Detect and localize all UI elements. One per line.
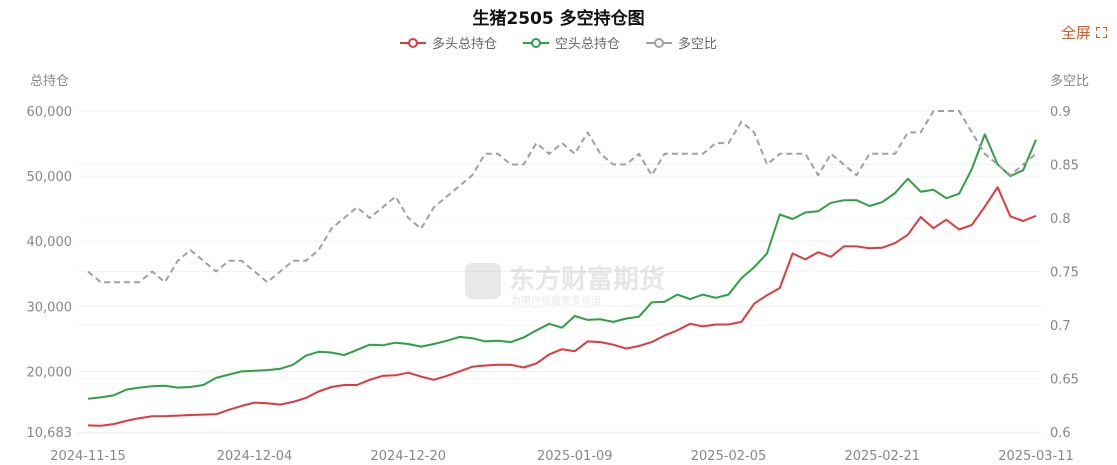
legend-item-short[interactable]: 空头总持仓 <box>522 33 620 52</box>
left-axis-name: 总持仓 <box>30 74 70 89</box>
right-axis-name: 多空比 <box>1050 74 1090 89</box>
legend-label: 空头总持仓 <box>554 37 620 52</box>
y-tick-left: 60,000 <box>27 105 73 120</box>
svg-text:东方财富期货: 东方财富期货 <box>509 264 665 295</box>
y-tick-right: 0.75 <box>1050 266 1079 281</box>
x-tick: 2024-12-04 <box>217 449 293 464</box>
series-line[interactable] <box>87 110 1037 284</box>
x-tick: 2025-02-05 <box>691 449 767 464</box>
y-tick-right: 0.9 <box>1050 105 1071 120</box>
x-tick: 2024-11-15 <box>50 449 126 464</box>
y-tick-right: 0.85 <box>1050 159 1079 174</box>
y-tick-left: 10,683 <box>27 426 73 441</box>
y-tick-right: 0.65 <box>1050 373 1079 388</box>
x-tick: 2025-02-21 <box>844 449 920 464</box>
legend-label: 多空比 <box>678 37 718 52</box>
chart-title: 生猪2505 多空持仓图 <box>472 9 645 29</box>
legend-item-long[interactable]: 多头总持仓 <box>399 33 497 52</box>
svg-text:为用户创造更多价值: 为用户创造更多价值 <box>511 294 601 307</box>
series-line[interactable] <box>87 186 1037 427</box>
y-tick-right: 0.8 <box>1050 212 1071 227</box>
fullscreen-icon <box>1096 27 1107 38</box>
legend: 多头总持仓 空头总持仓 多空比 <box>0 33 1117 52</box>
fullscreen-label: 全屏 <box>1060 24 1091 42</box>
legend-label: 多头总持仓 <box>431 37 497 52</box>
y-tick-right: 0.6 <box>1050 426 1071 441</box>
x-tick: 2025-03-11 <box>998 449 1074 464</box>
fullscreen-button[interactable]: 全屏 <box>1061 22 1107 43</box>
y-tick-left: 50,000 <box>27 170 73 185</box>
line-marker-icon <box>646 37 672 49</box>
series-line[interactable] <box>87 133 1037 400</box>
line-marker-icon <box>522 37 549 49</box>
legend-item-ratio[interactable]: 多空比 <box>646 33 717 52</box>
x-tick: 2024-12-20 <box>370 449 446 464</box>
x-tick: 2025-01-09 <box>537 449 613 464</box>
y-tick-right: 0.7 <box>1050 319 1071 334</box>
y-tick-left: 30,000 <box>27 300 73 315</box>
line-marker-icon <box>399 37 426 49</box>
y-tick-left: 20,000 <box>27 365 73 380</box>
y-tick-left: 40,000 <box>27 235 73 250</box>
